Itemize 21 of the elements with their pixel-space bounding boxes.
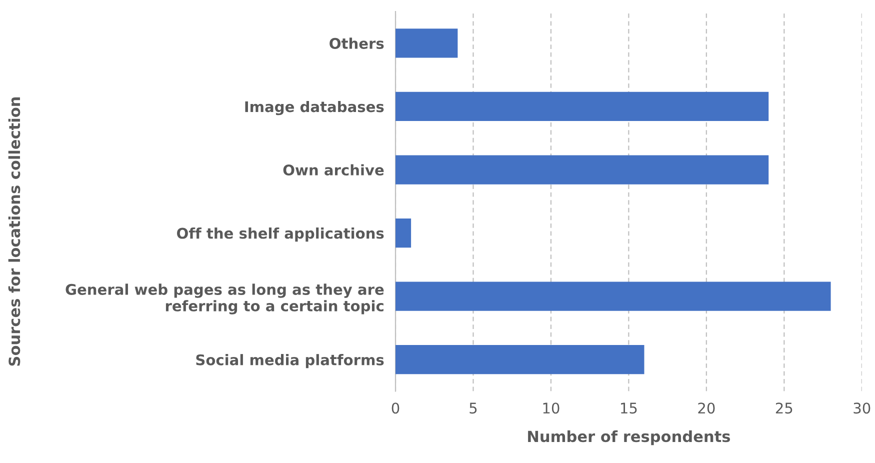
- y-tick-label: Others: [330, 38, 384, 49]
- x-tick-label: 20: [698, 402, 715, 414]
- x-tick-label: 15: [621, 402, 637, 414]
- x-tick-label: 25: [776, 402, 792, 414]
- bar: [396, 28, 458, 58]
- y-axis-title: Sources for locations collection: [8, 97, 20, 366]
- bar: [396, 345, 644, 374]
- x-tick-label: 10: [543, 402, 560, 414]
- y-tick-label: Own archive: [283, 164, 384, 176]
- y-tick-label: Off the shelf applications: [177, 228, 384, 242]
- x-axis-title: Number of respondents: [528, 430, 730, 446]
- bar: [396, 282, 831, 311]
- x-tick-label: 0: [392, 402, 400, 414]
- y-tick-label: Image databases: [245, 100, 384, 116]
- y-tick-label: Social media platforms: [196, 354, 384, 368]
- bar: [396, 155, 769, 184]
- x-tick-label: 5: [470, 402, 477, 414]
- x-tick-label: 30: [854, 402, 870, 414]
- y-tick-label: General web pages as long as they are referring to a certain topic: [66, 284, 384, 314]
- bar: [396, 92, 769, 122]
- bar: [396, 218, 412, 248]
